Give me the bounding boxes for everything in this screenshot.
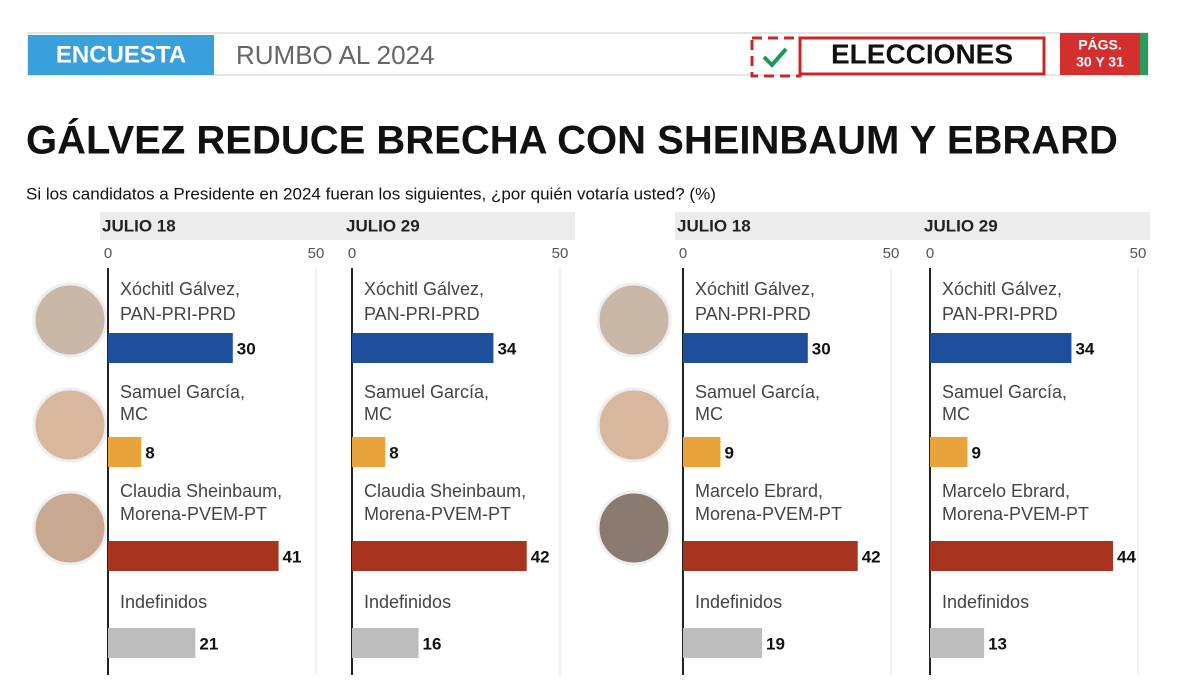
category-label: Indefinidos	[695, 592, 782, 612]
value-label: 41	[283, 547, 302, 566]
bar	[683, 628, 763, 658]
value-label: 34	[1075, 339, 1094, 358]
category-label: PAN-PRI-PRD	[120, 304, 236, 324]
category-label: Morena-PVEM-PT	[695, 504, 842, 524]
category-label: Samuel García,	[364, 382, 489, 402]
value-label: 13	[988, 634, 1007, 653]
value-label: 21	[199, 634, 218, 653]
photos	[32, 282, 672, 566]
value-label: 8	[145, 443, 154, 462]
bar	[352, 541, 527, 571]
value-label: 44	[1117, 547, 1136, 566]
pages: 30 Y 31	[1076, 54, 1124, 70]
value-label: 30	[812, 339, 831, 358]
bar	[930, 437, 968, 467]
label-box	[798, 36, 1046, 76]
category-label: Samuel García,	[120, 382, 245, 402]
category-label: PAN-PRI-PRD	[364, 304, 480, 324]
value-label: 9	[971, 443, 980, 462]
x-tick-label: 0	[679, 245, 687, 262]
section-box	[28, 35, 214, 75]
bar	[108, 628, 196, 658]
bar	[108, 437, 142, 467]
value-label: 42	[862, 547, 881, 566]
photo	[596, 282, 672, 358]
category-label: Morena-PVEM-PT	[120, 504, 267, 524]
photo	[32, 387, 108, 463]
x-tick-label: 50	[552, 245, 569, 262]
bar	[352, 628, 419, 658]
pages-box	[1060, 33, 1140, 75]
panel-title: JULIO 29	[924, 216, 998, 235]
value-label: 34	[497, 339, 516, 358]
category-label: MC	[695, 404, 723, 424]
category-label: Indefinidos	[364, 592, 451, 612]
green-strip	[1140, 33, 1148, 75]
photo	[32, 282, 108, 358]
panel-title: JULIO 29	[346, 216, 420, 235]
bar	[108, 541, 279, 571]
label: ELECCIONES	[831, 38, 1013, 69]
x-tick-label: 50	[883, 245, 900, 262]
value-label: 9	[724, 443, 733, 462]
category-label: Marcelo Ebrard,	[942, 481, 1070, 501]
category-label: Morena-PVEM-PT	[364, 504, 511, 524]
photo	[32, 490, 108, 566]
bar	[108, 333, 233, 363]
value-label: 8	[389, 443, 398, 462]
panel-title: JULIO 18	[102, 216, 176, 235]
pages: PÁGS.	[1078, 37, 1122, 53]
bar	[683, 333, 808, 363]
value-label: 16	[423, 634, 442, 653]
panel-title: JULIO 18	[677, 216, 751, 235]
value-label: 42	[531, 547, 550, 566]
value-label: 19	[766, 634, 785, 653]
category-label: Morena-PVEM-PT	[942, 504, 1089, 524]
category-label: Xóchitl Gálvez,	[120, 279, 240, 299]
x-tick-label: 50	[1130, 245, 1147, 262]
category-label: MC	[364, 404, 392, 424]
photo	[596, 490, 672, 566]
panel-band	[675, 212, 1150, 240]
x-tick-label: 0	[104, 245, 112, 262]
category-label: Samuel García,	[942, 382, 1067, 402]
category-label: Claudia Sheinbaum,	[120, 481, 282, 501]
check-icon	[762, 47, 788, 68]
category-label: PAN-PRI-PRD	[942, 304, 1058, 324]
category-label: Claudia Sheinbaum,	[364, 481, 526, 501]
value-label: 30	[237, 339, 256, 358]
x-tick-label: 50	[308, 245, 325, 262]
subtitle: Si los candidatos a Presidente en 2024 f…	[26, 184, 716, 203]
bar	[930, 628, 985, 658]
category-label: Indefinidos	[942, 592, 1029, 612]
panel-band	[100, 212, 575, 240]
photo	[596, 387, 672, 463]
x-tick-label: 0	[926, 245, 934, 262]
bar	[930, 333, 1072, 363]
bar	[930, 541, 1114, 571]
category-label: Samuel García,	[695, 382, 820, 402]
bar	[352, 437, 386, 467]
bar	[352, 333, 494, 363]
category-label: MC	[942, 404, 970, 424]
category-label: Xóchitl Gálvez,	[942, 279, 1062, 299]
bar	[683, 437, 721, 467]
topic: RUMBO AL 2024	[236, 40, 434, 70]
category-label: Marcelo Ebrard,	[695, 481, 823, 501]
category-label: Xóchitl Gálvez,	[364, 279, 484, 299]
category-label: Indefinidos	[120, 592, 207, 612]
section: ENCUESTA	[56, 41, 186, 68]
bar	[683, 541, 858, 571]
category-label: Xóchitl Gálvez,	[695, 279, 815, 299]
category-label: PAN-PRI-PRD	[695, 304, 811, 324]
x-tick-label: 0	[348, 245, 356, 262]
title: GÁLVEZ REDUCE BRECHA CON SHEINBAUM Y EBR…	[26, 118, 1118, 163]
category-label: MC	[120, 404, 148, 424]
